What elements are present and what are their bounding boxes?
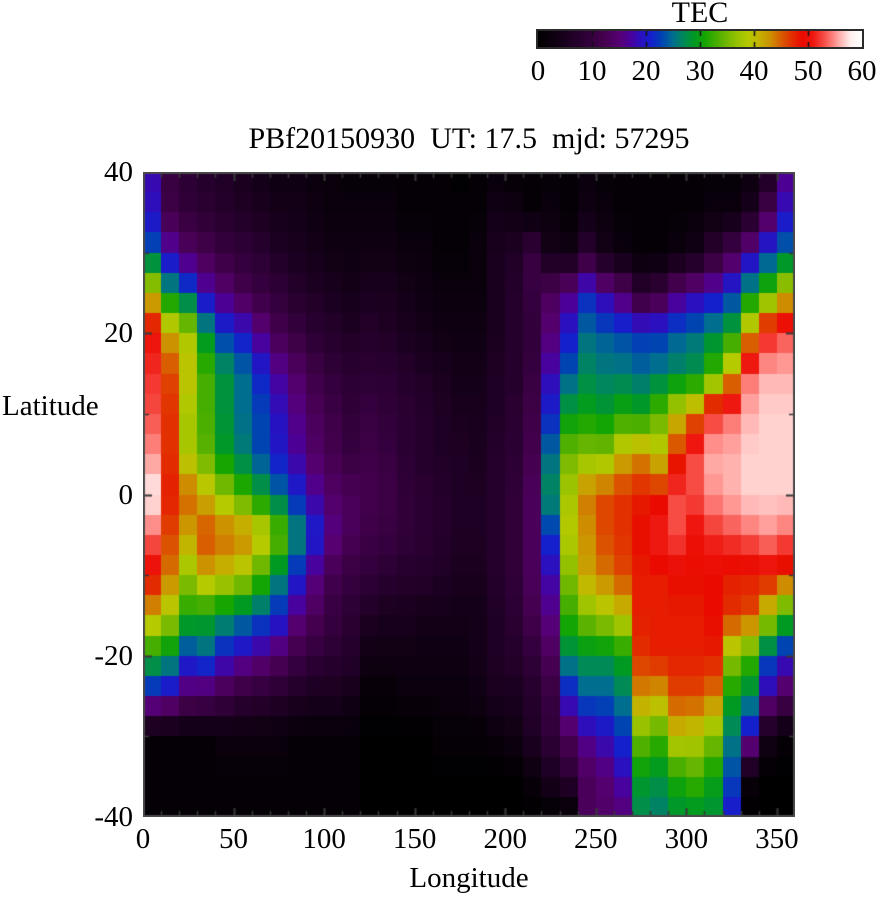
y-axis-tick-label: 40 [104,156,133,188]
colorbar-tick-label: 40 [739,55,769,87]
heatmap-canvas [143,172,795,817]
x-axis-tick-label: 50 [219,823,249,855]
y-axis-tick-label: 0 [118,478,134,511]
colorbar-tick-label: 0 [530,55,546,87]
colorbar-tick-label: 10 [577,55,607,87]
y-axis-tick-label: 20 [104,317,133,350]
x-axis-tick-label: 300 [664,823,709,855]
x-axis-tick-label: 100 [302,823,346,855]
colorbar-tick-label: 50 [793,55,823,87]
colorbar-tick-label: 60 [847,55,877,87]
x-axis-title: Longitude [409,862,529,894]
x-axis-tick-label: 150 [392,823,437,855]
colorbar-tick-label: 30 [685,55,715,87]
x-axis-tick-label: 350 [755,823,799,855]
y-axis-tick-label: -40 [94,801,133,833]
x-axis-tick-label: 200 [483,823,527,855]
colorbar-gradient [536,29,864,49]
colorbar-tick-label: 20 [631,55,661,87]
colorbar-title: TEC [671,0,729,29]
x-axis-tick-label: 250 [574,823,618,855]
plot-title: PBf20150930 UT: 17.5 mjd: 57295 [248,122,690,155]
y-axis-title: Latitude [2,390,99,422]
y-axis-tick-label: -20 [94,639,133,672]
x-axis-tick-label: 0 [135,823,151,855]
